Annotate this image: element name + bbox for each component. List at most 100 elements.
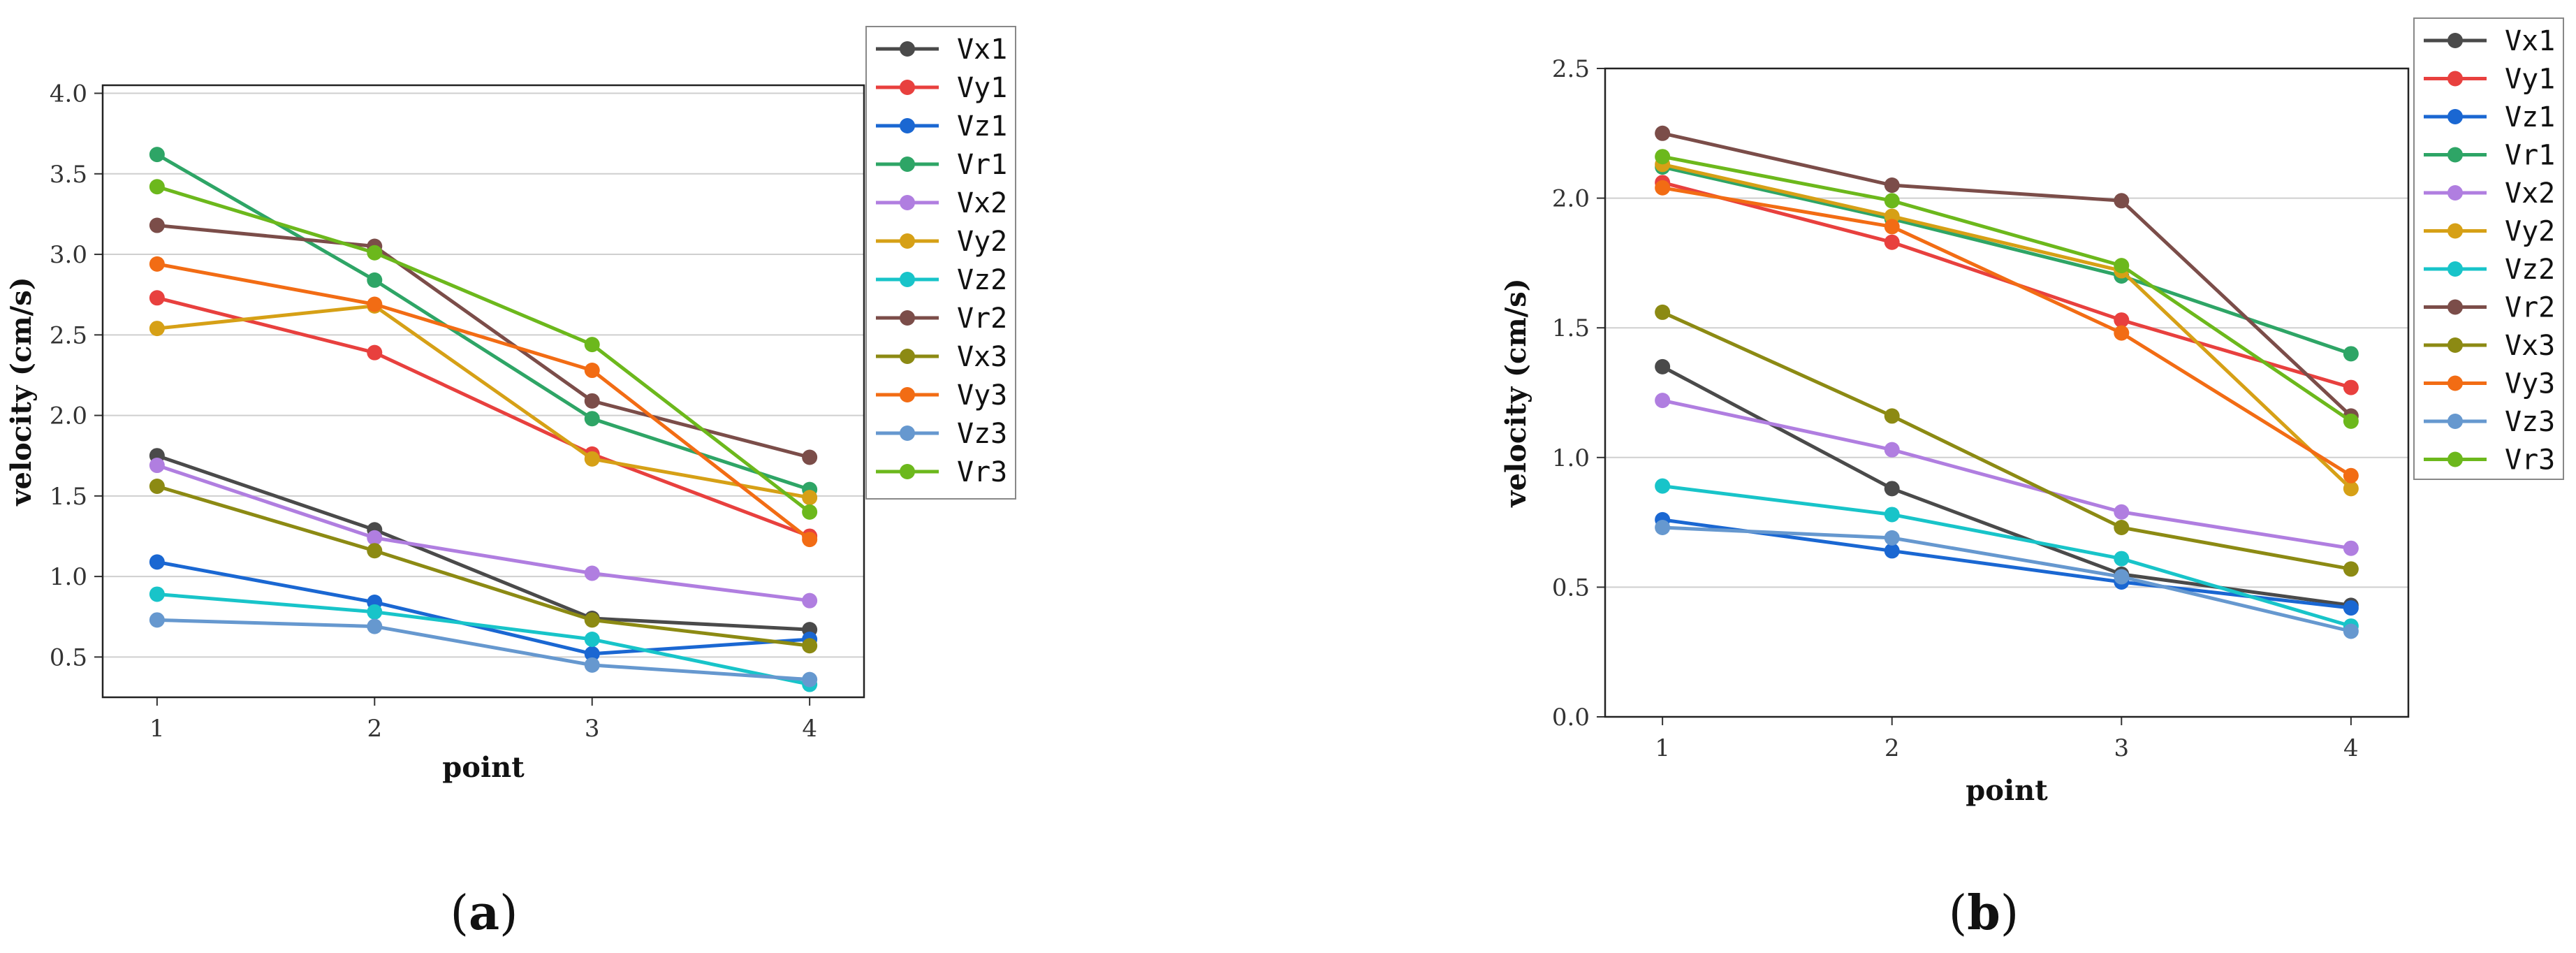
legend-label: Vy2 [957, 226, 1007, 258]
legend-item: Vx2 [876, 187, 1007, 219]
data-point-vz2 [584, 632, 600, 648]
data-point-vx1 [1884, 481, 1900, 497]
series-vx2 [1655, 393, 2359, 556]
legend-swatch-marker [2447, 147, 2463, 163]
series-line-vr3 [1662, 154, 2352, 423]
legend-item: Vz1 [876, 110, 1007, 143]
series-line-vx3 [156, 484, 810, 648]
x-tick-label: 2 [367, 715, 382, 743]
data-point-vy3 [149, 256, 165, 272]
series-line-vr3 [156, 184, 811, 514]
data-point-vy2 [2343, 481, 2359, 497]
data-point-vx3 [149, 479, 165, 495]
legend-label: Vr3 [2505, 444, 2555, 477]
legend-swatch-marker [900, 464, 915, 479]
series-line-vy2 [156, 304, 810, 500]
legend-item: Vy3 [2424, 368, 2555, 400]
y-tick-label: 1.5 [50, 483, 87, 511]
caption-close-paren: ) [2000, 886, 2019, 941]
data-point-vr3 [1655, 149, 1671, 165]
legend-item: Vx1 [876, 34, 1007, 66]
data-point-vr2 [149, 217, 165, 233]
data-point-vr1 [367, 272, 383, 288]
data-point-vr3 [584, 337, 600, 353]
series-vz3 [1655, 520, 2359, 639]
x-tick-label: 2 [1885, 734, 1900, 762]
series-line-vx1 [1661, 365, 2352, 607]
panel-caption: (b) [1949, 885, 2019, 941]
data-point-vz1 [2343, 600, 2359, 616]
series-vx3 [149, 479, 818, 654]
data-point-vy2 [149, 321, 165, 337]
legend-label: Vz3 [2505, 406, 2555, 438]
legend-item: Vy3 [876, 379, 1007, 412]
y-tick-label: 1.0 [50, 563, 87, 591]
series-vy3 [1655, 180, 2359, 483]
legend-item: Vx1 [2424, 25, 2555, 57]
legend-label: Vz2 [2505, 254, 2555, 286]
legend-item: Vr1 [2424, 140, 2555, 172]
legend-swatch-marker [900, 80, 915, 95]
data-point-vy3 [584, 363, 600, 379]
legend-item: Vz3 [2424, 406, 2555, 438]
x-tick-label: 4 [802, 715, 817, 743]
legend-label: Vx3 [957, 341, 1007, 373]
data-point-vz1 [584, 646, 600, 662]
legend-label: Vr2 [2505, 292, 2555, 324]
series-vy2 [149, 298, 818, 506]
data-point-vx3 [1884, 408, 1900, 424]
y-tick-label: 0.0 [1552, 704, 1590, 732]
data-point-vr1 [2343, 346, 2359, 362]
series-vz2 [149, 586, 818, 692]
data-point-vx3 [2114, 520, 2130, 536]
x-axis-label: point [442, 751, 525, 784]
data-point-vr2 [802, 449, 818, 465]
data-point-vr3 [1884, 193, 1900, 209]
y-tick-label: 4.0 [50, 80, 87, 108]
data-point-vr3 [149, 179, 165, 195]
caption-open-paren: ( [1949, 886, 1968, 941]
legend-label: Vy2 [2505, 216, 2555, 248]
data-point-vz3 [2114, 569, 2130, 585]
y-tick-label: 3.0 [50, 241, 87, 269]
data-point-vr2 [1655, 125, 1671, 141]
series-line-vy3 [156, 262, 811, 541]
data-point-vz3 [584, 657, 600, 673]
y-tick-label: 1.5 [1552, 314, 1590, 342]
series-line-vz1 [1662, 518, 2352, 610]
legend-item: Vy1 [876, 72, 1007, 104]
legend-label: Vr1 [2505, 140, 2555, 172]
series-line-vz1 [156, 560, 810, 656]
legend: Vx1 Vy1 Vz1 Vr1 Vx2 Vy2 Vz2 Vr2 Vx3 Vy3 Vz3 Vr3 [865, 26, 1016, 500]
data-point-vz2 [1655, 478, 1671, 494]
data-point-vr1 [149, 147, 165, 163]
data-point-vz1 [149, 554, 165, 570]
data-point-vz2 [149, 586, 165, 602]
series-line-vy2 [1662, 162, 2352, 490]
legend-swatch-marker [2447, 223, 2463, 239]
y-tick-label: 3.5 [50, 161, 87, 189]
legend-item: Vr2 [876, 303, 1007, 335]
x-tick-label: 1 [149, 715, 165, 743]
series-vy1 [1655, 175, 2359, 395]
series-line-vy1 [1662, 180, 2352, 389]
panel-caption: (a) [450, 885, 518, 941]
series-vx2 [149, 458, 818, 609]
legend-swatch-marker [900, 387, 915, 402]
series-vr3 [149, 179, 818, 520]
series-line-vx1 [156, 453, 810, 632]
caption-close-paren: ) [499, 886, 518, 941]
data-point-vy1 [1884, 234, 1900, 250]
data-point-vy3 [2114, 325, 2130, 341]
series-line-vx3 [1662, 310, 2352, 571]
data-point-vr3 [367, 245, 383, 261]
legend-item: Vr3 [876, 456, 1007, 488]
legend-item: Vr3 [2424, 444, 2555, 477]
legend-swatch-marker [900, 195, 915, 210]
data-point-vx2 [802, 592, 818, 609]
legend-label: Vr3 [957, 456, 1007, 488]
series-line-vy1 [156, 296, 811, 538]
data-point-vr2 [2114, 193, 2130, 209]
legend-label: Vx2 [957, 187, 1007, 219]
chart-panel-b: 0.0 0.5 1.0 1.5 2.0 2.5 1 2 3 4 point velocity (cm/… [1500, 17, 2564, 941]
